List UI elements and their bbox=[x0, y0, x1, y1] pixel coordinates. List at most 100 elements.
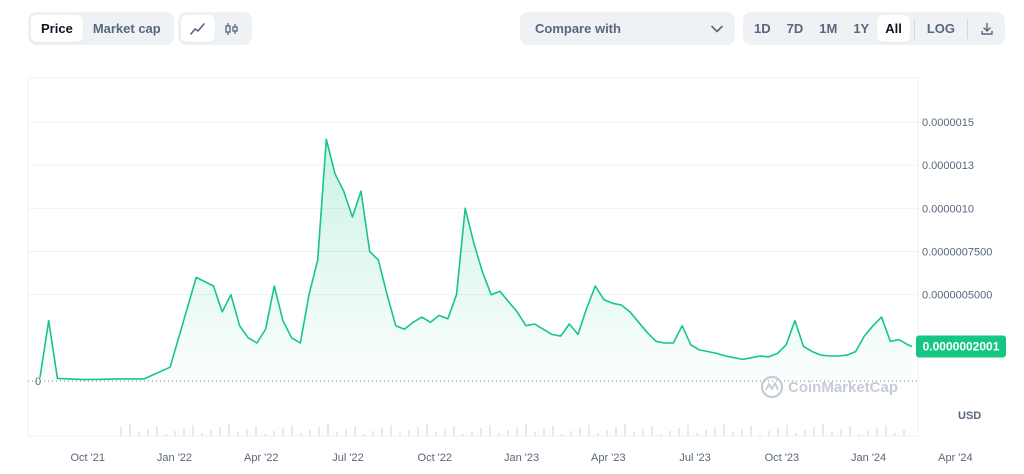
range-1y[interactable]: 1Y bbox=[853, 21, 870, 36]
volume-bar bbox=[399, 433, 401, 436]
volume-bar bbox=[390, 425, 392, 436]
volume-bar bbox=[372, 431, 374, 436]
volume-bar bbox=[588, 425, 590, 436]
volume-bar bbox=[417, 427, 419, 436]
volume-bar bbox=[444, 429, 446, 436]
log-scale-toggle[interactable]: LOG bbox=[926, 21, 956, 36]
volume-bar bbox=[426, 424, 428, 436]
volume-bar bbox=[543, 429, 545, 436]
zero-label: 0 bbox=[35, 376, 41, 388]
volume-bar bbox=[228, 424, 230, 436]
range-all[interactable]: All bbox=[877, 15, 910, 42]
volume-bar bbox=[669, 431, 671, 436]
x-tick-label: Jul '22 bbox=[332, 452, 363, 464]
volume-bar bbox=[345, 429, 347, 436]
volume-bar bbox=[192, 425, 194, 436]
volume-bar bbox=[309, 430, 311, 436]
volume-bar bbox=[597, 433, 599, 436]
line-chart-button[interactable] bbox=[181, 15, 215, 42]
volume-bar bbox=[840, 429, 842, 436]
currency-label: USD bbox=[958, 410, 982, 422]
volume-bar bbox=[633, 432, 635, 436]
volume-bar bbox=[282, 428, 284, 436]
line-chart-icon bbox=[190, 22, 205, 35]
current-price-badge bbox=[916, 335, 1006, 358]
volume-bar bbox=[552, 426, 554, 436]
chart-toolbar: Price Market cap Compare with 1D 7D 1M 1… bbox=[28, 12, 1006, 45]
volume-bar bbox=[732, 432, 734, 436]
download-button[interactable] bbox=[972, 15, 1002, 42]
volume-bar bbox=[300, 433, 302, 436]
current-price-tag: 0.0000002001 bbox=[916, 335, 1006, 358]
range-7d[interactable]: 7D bbox=[786, 21, 804, 36]
x-tick-label: Oct '21 bbox=[70, 452, 105, 464]
volume-bar bbox=[138, 432, 140, 436]
volume-bar bbox=[615, 427, 617, 436]
volume-bar bbox=[201, 433, 203, 436]
candlestick-button[interactable] bbox=[215, 15, 249, 42]
x-tick-label: Apr '24 bbox=[938, 452, 973, 464]
coinmarketcap-logo-icon bbox=[760, 375, 784, 399]
volume-bar bbox=[759, 434, 761, 436]
compare-label: Compare with bbox=[535, 21, 621, 36]
volume-bar bbox=[858, 434, 860, 436]
volume-bar bbox=[237, 432, 239, 436]
range-1d[interactable]: 1D bbox=[754, 21, 771, 36]
tab-market-cap[interactable]: Market cap bbox=[92, 21, 161, 36]
volume-bar bbox=[453, 426, 455, 436]
volume-bar bbox=[525, 424, 527, 436]
watermark: CoinMarketCap bbox=[760, 375, 898, 399]
y-tick-label: 0.0000010 bbox=[922, 203, 974, 215]
volume-bar bbox=[534, 432, 536, 436]
volume-bar bbox=[822, 424, 824, 436]
volume-bar bbox=[381, 428, 383, 436]
volume-bar bbox=[291, 425, 293, 436]
volume-bar bbox=[876, 428, 878, 436]
watermark-text: CoinMarketCap bbox=[788, 379, 898, 396]
volume-bar bbox=[498, 433, 500, 436]
volume-bar bbox=[849, 426, 851, 436]
volume-bar bbox=[408, 430, 410, 436]
volume-bar bbox=[219, 427, 221, 436]
volume-bar bbox=[462, 434, 464, 436]
volume-bar bbox=[273, 431, 275, 436]
price-line bbox=[39, 138, 913, 381]
volume-bar bbox=[624, 424, 626, 436]
volume-bar bbox=[165, 434, 167, 436]
chart-type-tabs: Price Market cap bbox=[28, 12, 174, 45]
download-icon bbox=[981, 22, 993, 35]
volume-bar bbox=[660, 434, 662, 436]
toolbar-divider bbox=[913, 18, 915, 39]
volume-bar bbox=[894, 433, 896, 436]
tab-price[interactable]: Price bbox=[31, 15, 83, 42]
volume-bar bbox=[489, 425, 491, 436]
volume-bar bbox=[336, 432, 338, 436]
volume-bar bbox=[750, 426, 752, 436]
volume-bar bbox=[831, 432, 833, 436]
volume-bar bbox=[786, 425, 788, 436]
volume-bar bbox=[156, 426, 158, 436]
volume-bar bbox=[642, 429, 644, 436]
candlestick-icon bbox=[225, 22, 238, 35]
range-1m[interactable]: 1M bbox=[819, 21, 838, 36]
x-tick-label: Oct '22 bbox=[418, 452, 453, 464]
volume-bar bbox=[804, 430, 806, 436]
volume-bar bbox=[363, 434, 365, 436]
volume-bar bbox=[723, 424, 725, 436]
volume-bar bbox=[480, 428, 482, 436]
volume-bar bbox=[264, 434, 266, 436]
compare-with-dropdown[interactable]: Compare with bbox=[520, 12, 735, 45]
volume-bar bbox=[516, 427, 518, 436]
toolbar-divider bbox=[967, 18, 969, 39]
volume-bar bbox=[183, 428, 185, 436]
x-axis-labels: Oct '21 Jan '22 Apr '22 Jul '22 Oct '22 Jan '… bbox=[70, 452, 972, 464]
x-tick-label: Jan '23 bbox=[504, 452, 539, 464]
volume-bar bbox=[147, 429, 149, 436]
x-tick-label: Jan '24 bbox=[851, 452, 886, 464]
volume-bar bbox=[687, 425, 689, 436]
x-tick-label: Apr '22 bbox=[244, 452, 279, 464]
x-tick-label: Apr '23 bbox=[591, 452, 626, 464]
volume-bar bbox=[813, 427, 815, 436]
y-tick-label: 0.0000005000 bbox=[922, 290, 992, 302]
